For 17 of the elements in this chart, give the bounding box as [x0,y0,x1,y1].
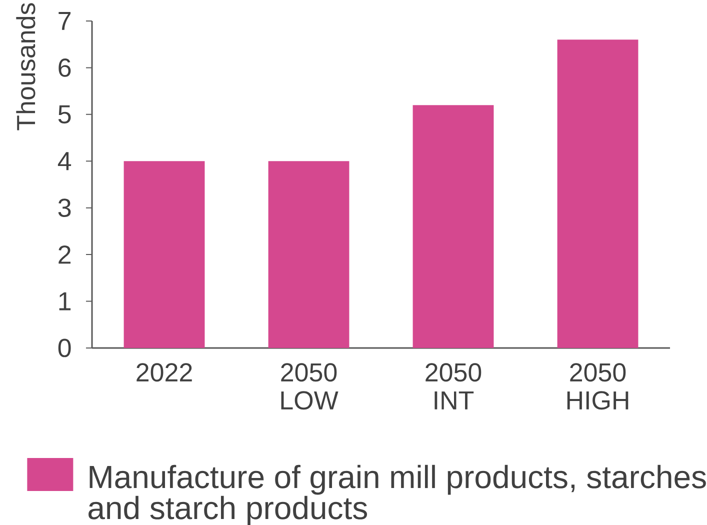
bar [124,161,205,348]
x-tick-label: 2050 HIGH [567,363,628,410]
y-tick-label: 0 [58,338,71,358]
x-tick-label: 2050 INT [426,363,482,410]
bar [557,40,638,348]
bar [412,105,494,348]
x-tick-label: 2022 [136,363,192,382]
y-tick-label: 7 [58,12,71,30]
y-tick-label: 3 [58,198,71,218]
y-tick-label: 4 [58,152,72,170]
y-axis-title: Thousands [16,3,36,130]
y-tick-label: 1 [59,292,71,310]
y-tick-label: 6 [58,58,71,77]
x-tick-label: 2050 LOW [281,363,338,410]
y-tick-label: 2 [58,245,71,264]
y-tick-label: 5 [58,105,71,124]
bar [268,161,350,348]
